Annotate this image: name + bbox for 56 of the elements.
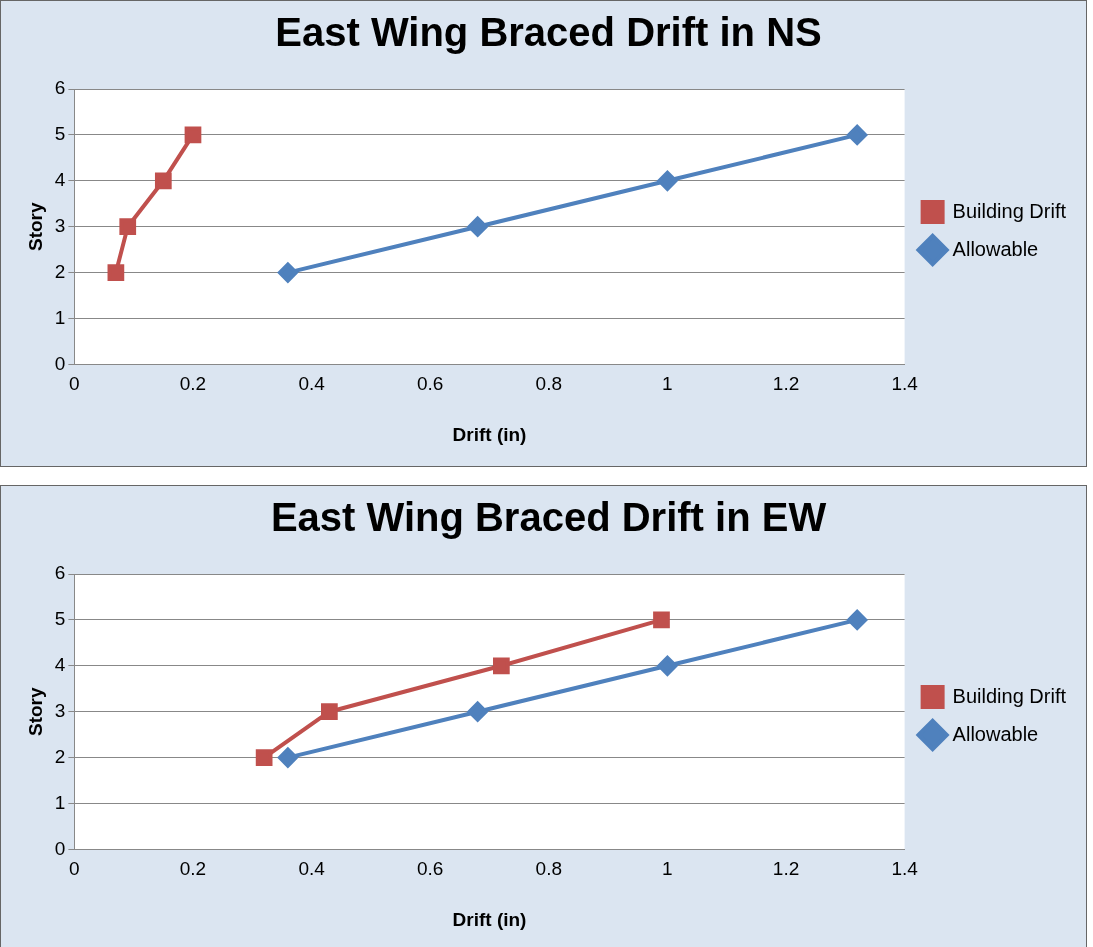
- y-axis-title: Story: [24, 686, 46, 736]
- point: [321, 703, 338, 721]
- point: [107, 264, 125, 281]
- y-tick-label: 0: [54, 352, 66, 374]
- point: [119, 218, 137, 236]
- point: [255, 749, 273, 766]
- point: [653, 611, 670, 629]
- x-tick-label: 1.4: [891, 858, 919, 880]
- x-tick-label: 1.4: [891, 373, 919, 395]
- y-tick-label: 6: [54, 77, 66, 99]
- x-axis-title: Drift (in): [452, 423, 527, 445]
- x-tick-label: 1.2: [772, 858, 800, 880]
- y-tick-label: 6: [54, 562, 66, 584]
- x-tick-label: 0.6: [416, 373, 444, 395]
- point: [184, 126, 202, 144]
- x-tick-label: 0.4: [298, 858, 326, 880]
- x-tick-label: 0: [69, 373, 80, 395]
- chart-title: East Wing Braced Drift in EW: [270, 495, 827, 540]
- point: [847, 124, 868, 145]
- legend-label: Allowable: [952, 237, 1039, 260]
- point: [277, 262, 298, 283]
- legend-label: Building Drift: [952, 199, 1067, 222]
- x-tick-label: 0.4: [298, 373, 326, 395]
- x-axis-title: Drift (in): [452, 908, 527, 930]
- point: [492, 657, 510, 675]
- y-tick-label: 5: [54, 608, 66, 630]
- x-tick-label: 1: [662, 373, 673, 395]
- y-tick-label: 2: [54, 745, 66, 767]
- x-tick-label: 0.8: [535, 858, 563, 880]
- y-tick-label: 4: [54, 169, 66, 191]
- y-tick-label: 4: [54, 654, 66, 676]
- point: [277, 747, 298, 768]
- x-tick-label: 1.2: [772, 373, 800, 395]
- point: [847, 609, 868, 630]
- x-tick-label: 1: [662, 858, 673, 880]
- legend-label: Allowable: [952, 722, 1039, 745]
- x-tick-label: 0.8: [535, 373, 563, 395]
- y-tick-label: 5: [54, 123, 66, 145]
- y-tick-label: 1: [54, 791, 66, 813]
- chart-title: East Wing Braced Drift in NS: [275, 10, 822, 55]
- legend-label: Building Drift: [952, 684, 1067, 707]
- x-tick-label: 0.2: [179, 858, 207, 880]
- point: [467, 216, 488, 237]
- x-tick-label: 0.6: [416, 858, 444, 880]
- y-tick-label: 3: [54, 214, 66, 236]
- point: [154, 172, 172, 190]
- y-tick-label: 3: [54, 699, 66, 721]
- x-tick-label: 0: [69, 858, 80, 880]
- y-tick-label: 2: [54, 260, 66, 282]
- y-tick-label: 0: [54, 837, 66, 859]
- point: [657, 655, 678, 676]
- point: [467, 701, 488, 722]
- y-tick-label: 1: [54, 306, 66, 328]
- x-tick-label: 0.2: [179, 373, 207, 395]
- y-axis-title: Story: [24, 201, 46, 251]
- point: [657, 170, 678, 191]
